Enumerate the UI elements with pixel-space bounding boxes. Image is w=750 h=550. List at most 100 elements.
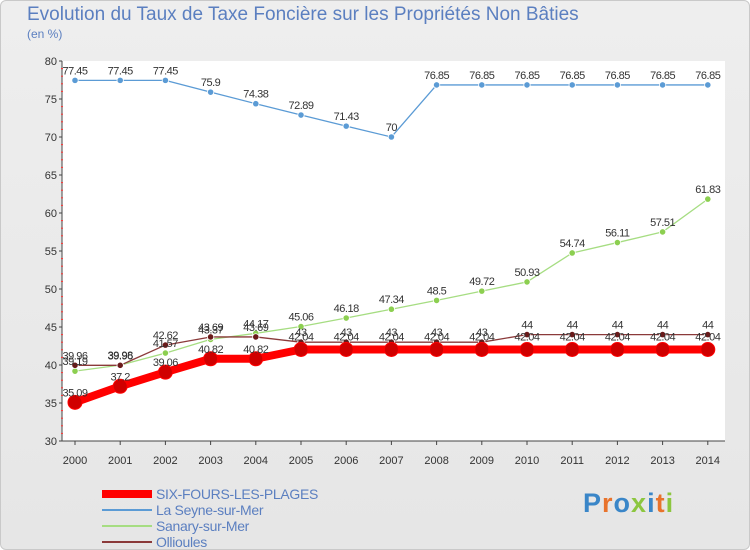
- y-tick-label: 35: [45, 398, 57, 410]
- x-tick-label: 2012: [605, 455, 629, 467]
- data-point: [157, 364, 173, 380]
- data-label: 42.04: [288, 331, 313, 343]
- data-label: 57.51: [650, 217, 675, 229]
- data-label: 37.2: [110, 371, 130, 383]
- data-label: 44: [567, 320, 579, 332]
- data-point: [609, 341, 625, 357]
- data-label: 71.43: [334, 111, 359, 123]
- data-point: [71, 361, 79, 369]
- y-tick-label: 75: [45, 94, 57, 106]
- data-point: [704, 81, 712, 89]
- data-label: 48.5: [427, 285, 447, 297]
- y-tick-label: 30: [45, 436, 57, 448]
- legend-item-la-seyne: La Seyne-sur-Mer: [102, 502, 318, 518]
- legend-swatch: [102, 541, 152, 543]
- data-point: [655, 341, 671, 357]
- plot-area: [62, 61, 725, 441]
- legend-swatch: [102, 509, 152, 511]
- data-label: 44: [612, 320, 624, 332]
- data-point: [658, 81, 667, 89]
- chart-title: Evolution du Taux de Taxe Foncière sur l…: [27, 4, 579, 25]
- data-point: [474, 341, 490, 357]
- data-point: [523, 278, 531, 286]
- data-point: [116, 76, 124, 84]
- logo-letter: t: [655, 488, 666, 518]
- data-point: [700, 341, 716, 357]
- data-label: 43: [295, 327, 307, 339]
- data-point: [71, 367, 79, 375]
- data-label: 72.89: [288, 100, 313, 112]
- data-point: [338, 341, 354, 357]
- y-tick-label: 65: [45, 170, 57, 182]
- data-point: [161, 349, 169, 357]
- data-point: [252, 333, 260, 341]
- data-label: 75.9: [201, 77, 221, 89]
- data-point: [293, 341, 309, 357]
- data-label: 43.37: [198, 324, 223, 336]
- data-label: 76.85: [424, 70, 449, 82]
- data-label: 42.04: [424, 331, 449, 343]
- y-tick-label: 50: [45, 284, 57, 296]
- legend-item-sanary: Sanary-sur-Mer: [102, 518, 318, 534]
- data-label: 44: [702, 320, 714, 332]
- legend-item-ollioules: Ollioules: [102, 534, 318, 550]
- data-label: 44: [657, 320, 669, 332]
- x-tick-label: 2003: [198, 455, 222, 467]
- data-label: 42.04: [379, 331, 404, 343]
- legend-swatch: [102, 490, 152, 498]
- y-tick-label: 60: [45, 208, 57, 220]
- data-label: 44: [521, 320, 533, 332]
- data-label: 39.98: [108, 350, 133, 362]
- x-tick-label: 2013: [650, 455, 674, 467]
- legend-label: Sanary-sur-Mer: [156, 518, 250, 534]
- data-label: 42.04: [514, 331, 539, 343]
- data-label: 43: [341, 327, 353, 339]
- data-label: 39.96: [108, 350, 133, 362]
- data-point: [161, 341, 169, 349]
- y-tick-label: 80: [45, 56, 57, 68]
- data-point: [203, 351, 219, 367]
- data-point: [71, 76, 79, 84]
- legend: SIX-FOURS-LES-PLAGES La Seyne-sur-Mer Sa…: [102, 486, 318, 550]
- data-label: 46.18: [334, 303, 359, 315]
- data-point: [387, 133, 395, 141]
- data-label: 42.04: [650, 331, 675, 343]
- data-label: 41.57: [153, 338, 178, 350]
- x-tick-label: 2010: [515, 455, 539, 467]
- x-tick-label: 2005: [289, 455, 313, 467]
- x-tick-label: 2007: [379, 455, 403, 467]
- data-label: 39.19: [62, 356, 87, 368]
- data-label: 43: [386, 327, 398, 339]
- data-label: 42.04: [334, 331, 359, 343]
- data-label: 76.85: [469, 70, 494, 82]
- data-point: [207, 333, 215, 341]
- data-label: 76.85: [605, 70, 630, 82]
- data-label: 40.82: [243, 344, 268, 356]
- x-tick-label: 2009: [470, 455, 494, 467]
- data-point: [432, 296, 441, 304]
- data-label: 42.04: [560, 331, 585, 343]
- legend-label: SIX-FOURS-LES-PLAGES: [156, 486, 319, 502]
- x-tick-label: 2011: [560, 455, 584, 467]
- data-point: [613, 81, 622, 89]
- data-label: 77.45: [62, 65, 87, 77]
- data-point: [429, 341, 445, 357]
- logo-letter: r: [602, 488, 614, 518]
- data-point: [658, 330, 667, 339]
- data-label: 47.34: [379, 294, 404, 306]
- data-label: 61.83: [695, 184, 720, 196]
- data-label: 77.45: [153, 65, 178, 77]
- data-point: [161, 76, 169, 84]
- data-label: 44.17: [243, 318, 268, 330]
- logo-letter: P: [583, 488, 603, 518]
- data-point: [568, 249, 576, 257]
- y-tick-label: 40: [45, 360, 57, 372]
- data-label: 54.74: [560, 238, 585, 250]
- data-label: 76.85: [514, 70, 539, 82]
- data-point: [112, 378, 128, 394]
- data-label: 42.04: [469, 331, 494, 343]
- logo-letter: i: [647, 488, 656, 518]
- data-label: 49.72: [469, 276, 494, 288]
- data-label: 40.82: [198, 344, 223, 356]
- x-tick-label: 2002: [153, 455, 177, 467]
